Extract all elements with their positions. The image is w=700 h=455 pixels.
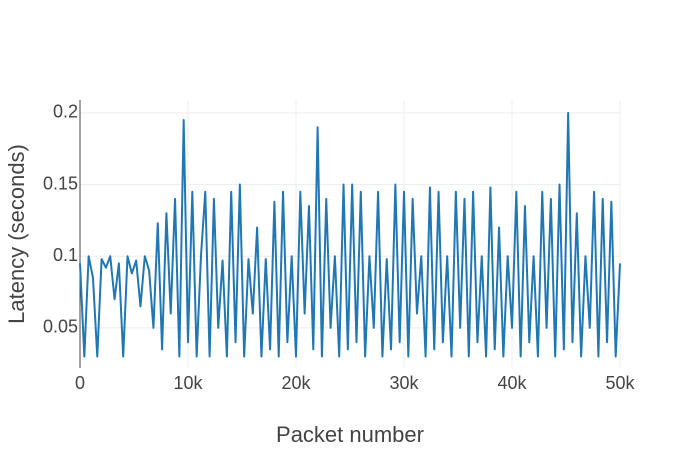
- x-tick-label: 20k: [281, 373, 311, 393]
- x-tick-label: 10k: [173, 373, 203, 393]
- y-tick-label: 0.05: [43, 317, 78, 337]
- x-tick-label: 30k: [389, 373, 419, 393]
- y-tick-label: 0.15: [43, 173, 78, 193]
- y-tick-label: 0.1: [53, 245, 78, 265]
- x-tick-label: 40k: [497, 373, 527, 393]
- x-tick-label: 50k: [605, 373, 635, 393]
- x-tick-label: 0: [75, 373, 85, 393]
- y-axis-title: Latency (seconds): [4, 144, 29, 324]
- x-axis-title: Packet number: [276, 422, 424, 447]
- data-line: [79, 111, 621, 358]
- y-tick-label: 0.2: [53, 102, 78, 122]
